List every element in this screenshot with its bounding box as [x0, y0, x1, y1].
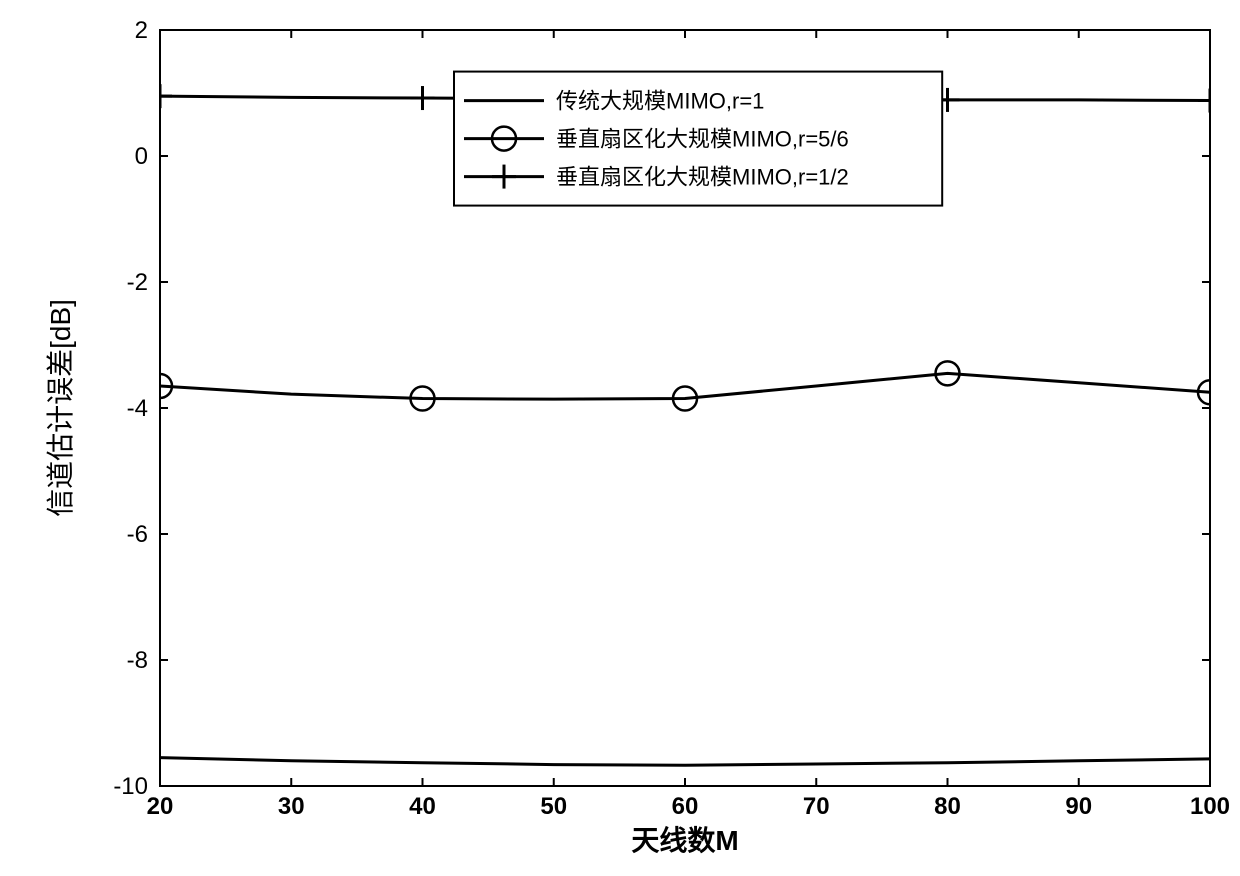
x-tick-label: 80 — [934, 793, 961, 820]
y-tick-label: -6 — [127, 521, 148, 548]
chart-container: 20 30 40 50 60 70 80 90 100 天线数M -10 -8 -6 -4 -2 0 2 信道估计… — [0, 0, 1240, 876]
x-tick-label: 60 — [672, 793, 699, 820]
legend-label: 垂直扇区化大规模MIMO,r=1/2 — [556, 164, 849, 189]
y-tick-label: -4 — [127, 395, 148, 422]
x-tick-label: 50 — [540, 793, 567, 820]
y-tick-label: -2 — [127, 269, 148, 296]
x-tick-label: 70 — [803, 793, 830, 820]
y-tick-label: -10 — [113, 773, 148, 800]
legend: 传统大规模MIMO,r=1 垂直扇区化大规模MIMO,r=5/6 垂直扇区化大规模M… — [454, 72, 942, 206]
y-tick-label: 0 — [135, 143, 148, 170]
x-axis-label: 天线数M — [631, 825, 738, 856]
y-tick-label: 2 — [135, 17, 148, 44]
x-tick-label: 100 — [1190, 793, 1230, 820]
line-chart: 20 30 40 50 60 70 80 90 100 天线数M -10 -8 -6 -4 -2 0 2 信道估计… — [0, 0, 1240, 876]
x-tick-label: 30 — [278, 793, 305, 820]
x-tick-label: 40 — [409, 793, 436, 820]
legend-label: 垂直扇区化大规模MIMO,r=5/6 — [556, 126, 849, 151]
y-tick-label: -8 — [127, 647, 148, 674]
x-tick-label: 90 — [1065, 793, 1092, 820]
x-tick-label: 20 — [147, 793, 174, 820]
y-axis-label: 信道估计误差[dB] — [45, 299, 76, 517]
legend-label: 传统大规模MIMO,r=1 — [556, 88, 764, 113]
